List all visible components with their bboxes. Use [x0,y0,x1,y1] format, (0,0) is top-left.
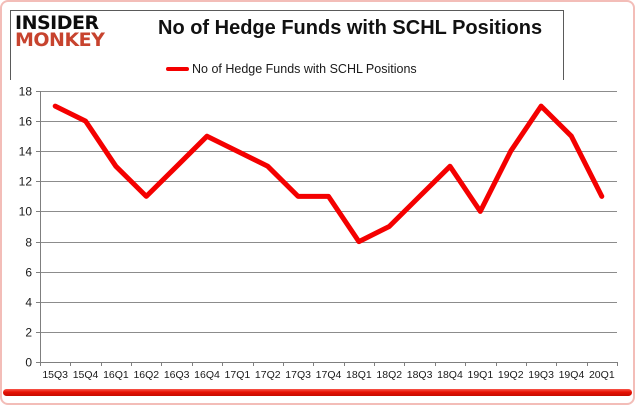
x-tick-label: 17Q4 [316,369,342,381]
x-tick-label: 18Q3 [407,369,433,381]
x-tick-label: 19Q1 [467,369,493,381]
insider-monkey-logo: INSIDER MONKEY [15,12,105,52]
legend: No of Hedge Funds with SCHL Positions [166,62,417,76]
x-tick-label: 17Q3 [285,369,311,381]
x-tick-label: 18Q2 [376,369,402,381]
x-tick-label: 15Q4 [73,369,99,381]
series-line [52,103,605,245]
y-tick-label: 2 [25,326,32,340]
y-tick-label: 18 [19,85,33,99]
x-tick-label: 17Q1 [225,369,251,381]
logo-line-monkey: MONKEY [15,29,105,52]
y-tick-label: 0 [25,356,32,370]
y-tick-label: 10 [19,205,33,219]
x-tick-label: 16Q2 [133,369,159,381]
x-tick-label: 16Q1 [103,369,129,381]
x-tick-label: 19Q2 [498,369,524,381]
y-tick-label: 8 [25,236,32,250]
y-tick-label: 14 [19,145,33,159]
x-tick-label: 20Q1 [589,369,615,381]
y-tick-label: 12 [19,175,33,189]
x-tick-label: 19Q4 [559,369,585,381]
x-tick-label: 18Q1 [346,369,372,381]
legend-line-swatch [166,67,189,71]
y-tick-label: 16 [19,115,33,129]
bottom-red-bar [3,389,632,396]
header: INSIDER MONKEY No of Hedge Funds with SC… [10,10,564,80]
logo-line-insider: INSIDER [15,12,99,34]
x-tick-label: 18Q4 [437,369,463,381]
x-tick-label: 19Q3 [528,369,554,381]
x-tick-label: 17Q2 [255,369,281,381]
chart-title: No of Hedge Funds with SCHL Positions [158,17,543,39]
legend-label: No of Hedge Funds with SCHL Positions [192,62,417,76]
x-tick-label: 15Q3 [42,369,68,381]
y-tick-label: 4 [25,296,32,310]
x-tick-label: 16Q3 [164,369,190,381]
x-tick-label: 16Q4 [194,369,220,381]
y-tick-label: 6 [25,266,32,280]
